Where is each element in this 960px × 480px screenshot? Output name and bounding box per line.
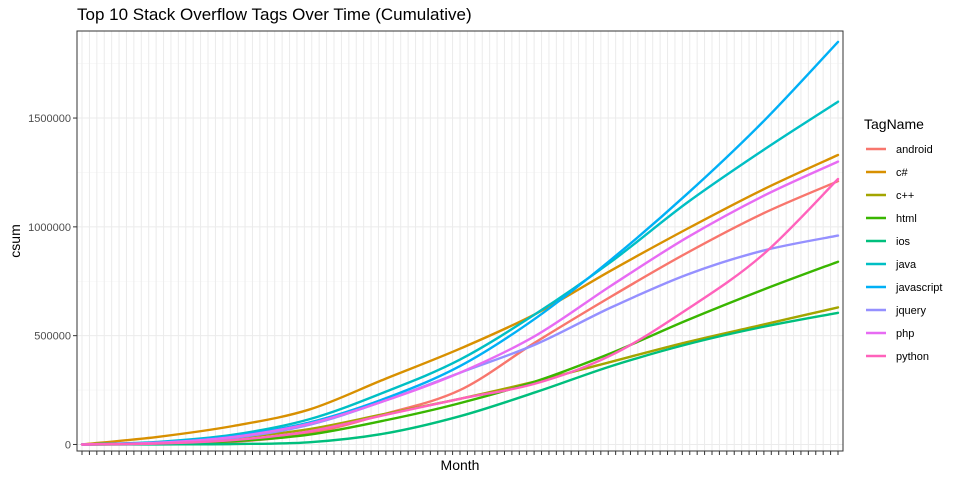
legend: TagName android c# c++ html ios java javascript… <box>864 116 942 363</box>
legend-label: html <box>896 213 917 225</box>
series-line-ios <box>80 311 840 446</box>
x-axis <box>81 451 839 455</box>
x-axis-title: Month <box>441 457 480 473</box>
chart-title: Top 10 Stack Overflow Tags Over Time (Cu… <box>77 5 472 24</box>
legend-label: javascript <box>895 282 942 294</box>
legend-label: ios <box>896 236 911 248</box>
legend-label: java <box>895 259 917 271</box>
legend-item: javascript <box>866 282 942 294</box>
legend-label: android <box>896 144 933 156</box>
legend-item: php <box>866 328 914 340</box>
y-tick-label: 500000 <box>34 331 71 343</box>
series-lines <box>80 40 840 446</box>
y-axis: 0 500000 1000000 1500000 <box>28 113 77 451</box>
y-tick-label: 1000000 <box>28 222 71 234</box>
series-line-php <box>80 160 840 446</box>
legend-item: c# <box>866 167 909 179</box>
legend-item: jquery <box>866 305 926 317</box>
legend-item: html <box>866 213 917 225</box>
legend-item: ios <box>866 236 911 248</box>
legend-item: android <box>866 144 933 156</box>
legend-item: java <box>866 259 917 271</box>
major-gridlines <box>77 31 843 451</box>
legend-label: c++ <box>896 190 914 202</box>
y-tick-label: 0 <box>65 439 71 451</box>
legend-label: python <box>896 351 929 363</box>
legend-label: php <box>896 328 914 340</box>
legend-label: jquery <box>895 305 926 317</box>
series-line-c- <box>80 153 840 446</box>
y-axis-title: csum <box>7 224 23 257</box>
y-tick-label: 1500000 <box>28 113 71 125</box>
legend-item: python <box>866 351 929 363</box>
legend-item: c++ <box>866 190 914 202</box>
legend-label: c# <box>896 167 909 179</box>
legend-title: TagName <box>864 116 924 132</box>
series-line-python <box>80 177 840 446</box>
